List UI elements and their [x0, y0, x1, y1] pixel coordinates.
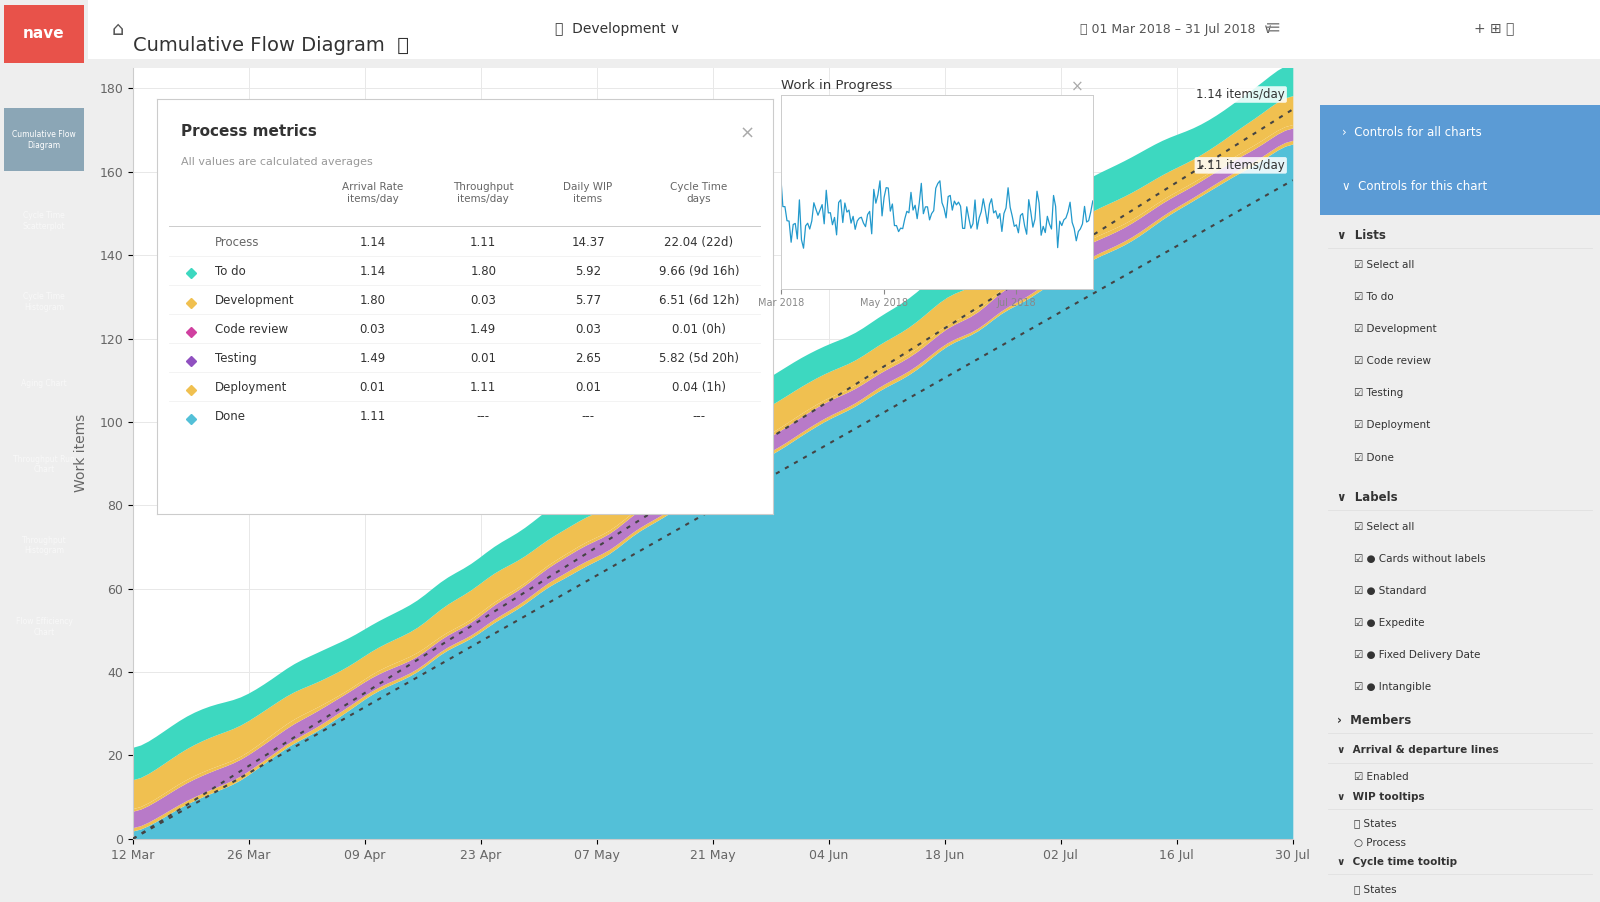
- Text: 1.14: 1.14: [360, 235, 386, 249]
- Text: ---: ---: [693, 410, 706, 423]
- Text: ☑ Select all: ☑ Select all: [1354, 521, 1414, 531]
- Bar: [5, 433, 83, 496]
- Text: 0.01 (0h): 0.01 (0h): [672, 323, 726, 336]
- Text: 0.03: 0.03: [574, 323, 602, 336]
- Text: 1.14 items/day: 1.14 items/day: [1197, 88, 1285, 101]
- Text: ›  Controls for all charts: › Controls for all charts: [1342, 125, 1482, 139]
- Bar: [5, 189, 83, 253]
- Text: 1.11 items/day: 1.11 items/day: [1197, 159, 1285, 172]
- Text: ☑ ● Standard: ☑ ● Standard: [1354, 585, 1426, 596]
- Text: ☑ ● Cards without labels: ☑ ● Cards without labels: [1354, 554, 1485, 564]
- Text: 0.04 (1h): 0.04 (1h): [672, 381, 726, 394]
- Text: 1.14: 1.14: [360, 265, 386, 278]
- Text: ⦿ States: ⦿ States: [1354, 819, 1397, 829]
- Text: Throughput
Histogram: Throughput Histogram: [22, 536, 66, 556]
- Text: 2.65: 2.65: [574, 352, 602, 365]
- Text: Testing: Testing: [216, 352, 258, 365]
- Text: ☑ Enabled: ☑ Enabled: [1354, 772, 1408, 782]
- Text: ∨  Arrival & departure lines: ∨ Arrival & departure lines: [1338, 745, 1499, 755]
- Text: ---: ---: [477, 410, 490, 423]
- Text: ›  Members: › Members: [1338, 714, 1411, 727]
- Text: 0.03: 0.03: [360, 323, 386, 336]
- Text: Development: Development: [216, 294, 294, 307]
- Text: ×: ×: [1070, 79, 1083, 94]
- Text: ☑ Done: ☑ Done: [1354, 453, 1394, 463]
- Text: ∨  WIP tooltips: ∨ WIP tooltips: [1338, 792, 1424, 802]
- Text: 6.51 (6d 12h): 6.51 (6d 12h): [659, 294, 739, 307]
- Text: nave: nave: [22, 26, 66, 41]
- Bar: [5, 271, 83, 334]
- Text: Daily WIP
items: Daily WIP items: [563, 182, 613, 204]
- Text: 14.37: 14.37: [571, 235, 605, 249]
- Text: ☑ ● Fixed Delivery Date: ☑ ● Fixed Delivery Date: [1354, 650, 1480, 660]
- Text: 0.03: 0.03: [470, 294, 496, 307]
- Text: Cycle Time
Histogram: Cycle Time Histogram: [22, 292, 66, 312]
- Text: ×: ×: [739, 124, 754, 143]
- Text: 1.11: 1.11: [470, 381, 496, 394]
- Text: ☑ Deployment: ☑ Deployment: [1354, 420, 1430, 430]
- Text: + ⊞ 🔔: + ⊞ 🔔: [1474, 23, 1514, 36]
- Text: 1.80: 1.80: [360, 294, 386, 307]
- Bar: [5, 595, 83, 658]
- Text: 22.04 (22d): 22.04 (22d): [664, 235, 733, 249]
- Text: 0.01: 0.01: [360, 381, 386, 394]
- Bar: [5, 352, 83, 415]
- Text: Code review: Code review: [216, 323, 288, 336]
- Text: ⌂: ⌂: [112, 20, 125, 39]
- Text: 0.01: 0.01: [470, 352, 496, 365]
- Text: 5.77: 5.77: [574, 294, 602, 307]
- Text: ∨  Lists: ∨ Lists: [1338, 229, 1386, 243]
- Y-axis label: Work items: Work items: [74, 414, 88, 492]
- Bar: [5, 514, 83, 577]
- Text: Process metrics: Process metrics: [181, 124, 317, 139]
- Text: 9.66 (9d 16h): 9.66 (9d 16h): [659, 265, 739, 278]
- Bar: [1320, 105, 1600, 160]
- Text: 1.49: 1.49: [360, 352, 386, 365]
- Text: Deployment: Deployment: [216, 381, 288, 394]
- Text: Cycle Time
days: Cycle Time days: [670, 182, 728, 204]
- Text: 📅 01 Mar 2018 – 31 Jul 2018  ∨: 📅 01 Mar 2018 – 31 Jul 2018 ∨: [1080, 23, 1274, 36]
- Text: Done: Done: [216, 410, 246, 423]
- Text: Arrival Rate
items/day: Arrival Rate items/day: [342, 182, 403, 204]
- Text: ○ Process: ○ Process: [1354, 838, 1405, 848]
- Text: To do: To do: [216, 265, 246, 278]
- Text: Throughput Run
Chart: Throughput Run Chart: [13, 455, 75, 474]
- Text: 5.82 (5d 20h): 5.82 (5d 20h): [659, 352, 739, 365]
- Text: ☑ Select all: ☑ Select all: [1354, 261, 1414, 271]
- Text: 5.92: 5.92: [574, 265, 602, 278]
- Text: ☑ Testing: ☑ Testing: [1354, 389, 1403, 399]
- Text: ☑ To do: ☑ To do: [1354, 292, 1394, 302]
- Text: Cumulative Flow
Diagram: Cumulative Flow Diagram: [13, 130, 75, 150]
- Text: 0.01: 0.01: [574, 381, 602, 394]
- Text: 1.11: 1.11: [470, 235, 496, 249]
- Text: ☑ ● Intangible: ☑ ● Intangible: [1354, 682, 1430, 692]
- Text: Cycle Time
Scatterplot: Cycle Time Scatterplot: [22, 211, 66, 231]
- Text: Process: Process: [216, 235, 259, 249]
- Text: ≡: ≡: [1266, 18, 1282, 37]
- Text: Aging Chart: Aging Chart: [21, 379, 67, 388]
- Text: 1.80: 1.80: [470, 265, 496, 278]
- Text: ---: ---: [581, 410, 595, 423]
- Text: ⦿ States: ⦿ States: [1354, 884, 1397, 895]
- Bar: [5, 108, 83, 171]
- Bar: [5, 5, 83, 63]
- Text: 1.11: 1.11: [360, 410, 386, 423]
- Text: All values are calculated averages: All values are calculated averages: [181, 157, 373, 167]
- Text: ∨  Labels: ∨ Labels: [1338, 491, 1397, 503]
- Text: Throughput
items/day: Throughput items/day: [453, 182, 514, 204]
- Text: ☑ Code review: ☑ Code review: [1354, 356, 1430, 366]
- Bar: [1320, 160, 1600, 215]
- Text: Cumulative Flow Diagram  ⓘ: Cumulative Flow Diagram ⓘ: [133, 36, 410, 55]
- Text: 👤  Development ∨: 👤 Development ∨: [555, 23, 680, 36]
- Text: ∨  Cycle time tooltip: ∨ Cycle time tooltip: [1338, 857, 1458, 867]
- Text: ∨  Controls for this chart: ∨ Controls for this chart: [1342, 180, 1488, 193]
- Text: Work in Progress: Work in Progress: [781, 79, 893, 92]
- Text: ☑ ● Expedite: ☑ ● Expedite: [1354, 618, 1424, 628]
- Text: ☑ Development: ☑ Development: [1354, 325, 1437, 335]
- Text: 1.49: 1.49: [470, 323, 496, 336]
- Text: Flow Efficiency
Chart: Flow Efficiency Chart: [16, 617, 72, 637]
